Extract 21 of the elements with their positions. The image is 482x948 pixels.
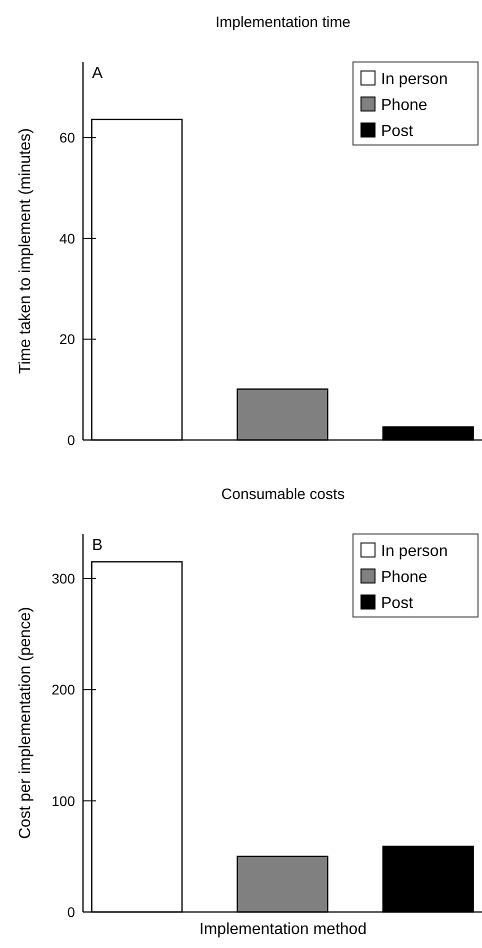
y-tick-label: 100 (52, 792, 76, 809)
y-tick-label: 300 (52, 570, 76, 586)
chart-title: Implementation time (215, 14, 351, 31)
legend-label: Post (381, 123, 414, 140)
legend-label: Post (381, 595, 414, 612)
x-axis-title: Implementation method (199, 921, 367, 938)
annotation: B (92, 537, 103, 554)
y-tick-label: 200 (52, 682, 76, 698)
y-tick-label: 20 (59, 331, 76, 348)
legend-label: In person (381, 71, 448, 88)
y-axis-title: Cost per implementation (pence) (17, 606, 34, 840)
y-tick-label: 0 (67, 432, 76, 448)
y-axis-title: Time taken to implement (minutes) (17, 128, 34, 374)
legend-label: Phone (381, 569, 428, 586)
y-tick-label: 0 (67, 904, 76, 920)
legend-label: Phone (381, 97, 428, 114)
y-tick-label: 40 (59, 230, 76, 246)
annotation: A (92, 65, 103, 82)
y-tick-label: 60 (59, 130, 76, 146)
chart-title: Consumable costs (221, 486, 345, 503)
legend-label: In person (381, 543, 448, 560)
